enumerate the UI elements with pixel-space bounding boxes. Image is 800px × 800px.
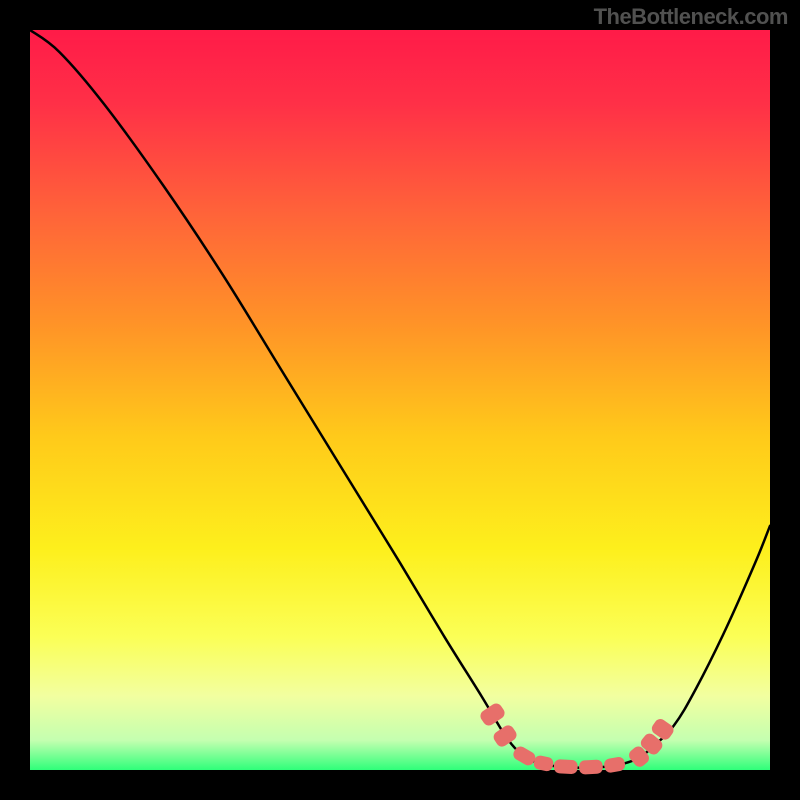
curve-marker: [554, 759, 578, 774]
attribution-text: TheBottleneck.com: [594, 4, 788, 30]
chart-container: TheBottleneck.com: [0, 0, 800, 800]
plot-background: [30, 30, 770, 770]
bottleneck-chart: [0, 0, 800, 800]
curve-marker: [579, 759, 603, 774]
